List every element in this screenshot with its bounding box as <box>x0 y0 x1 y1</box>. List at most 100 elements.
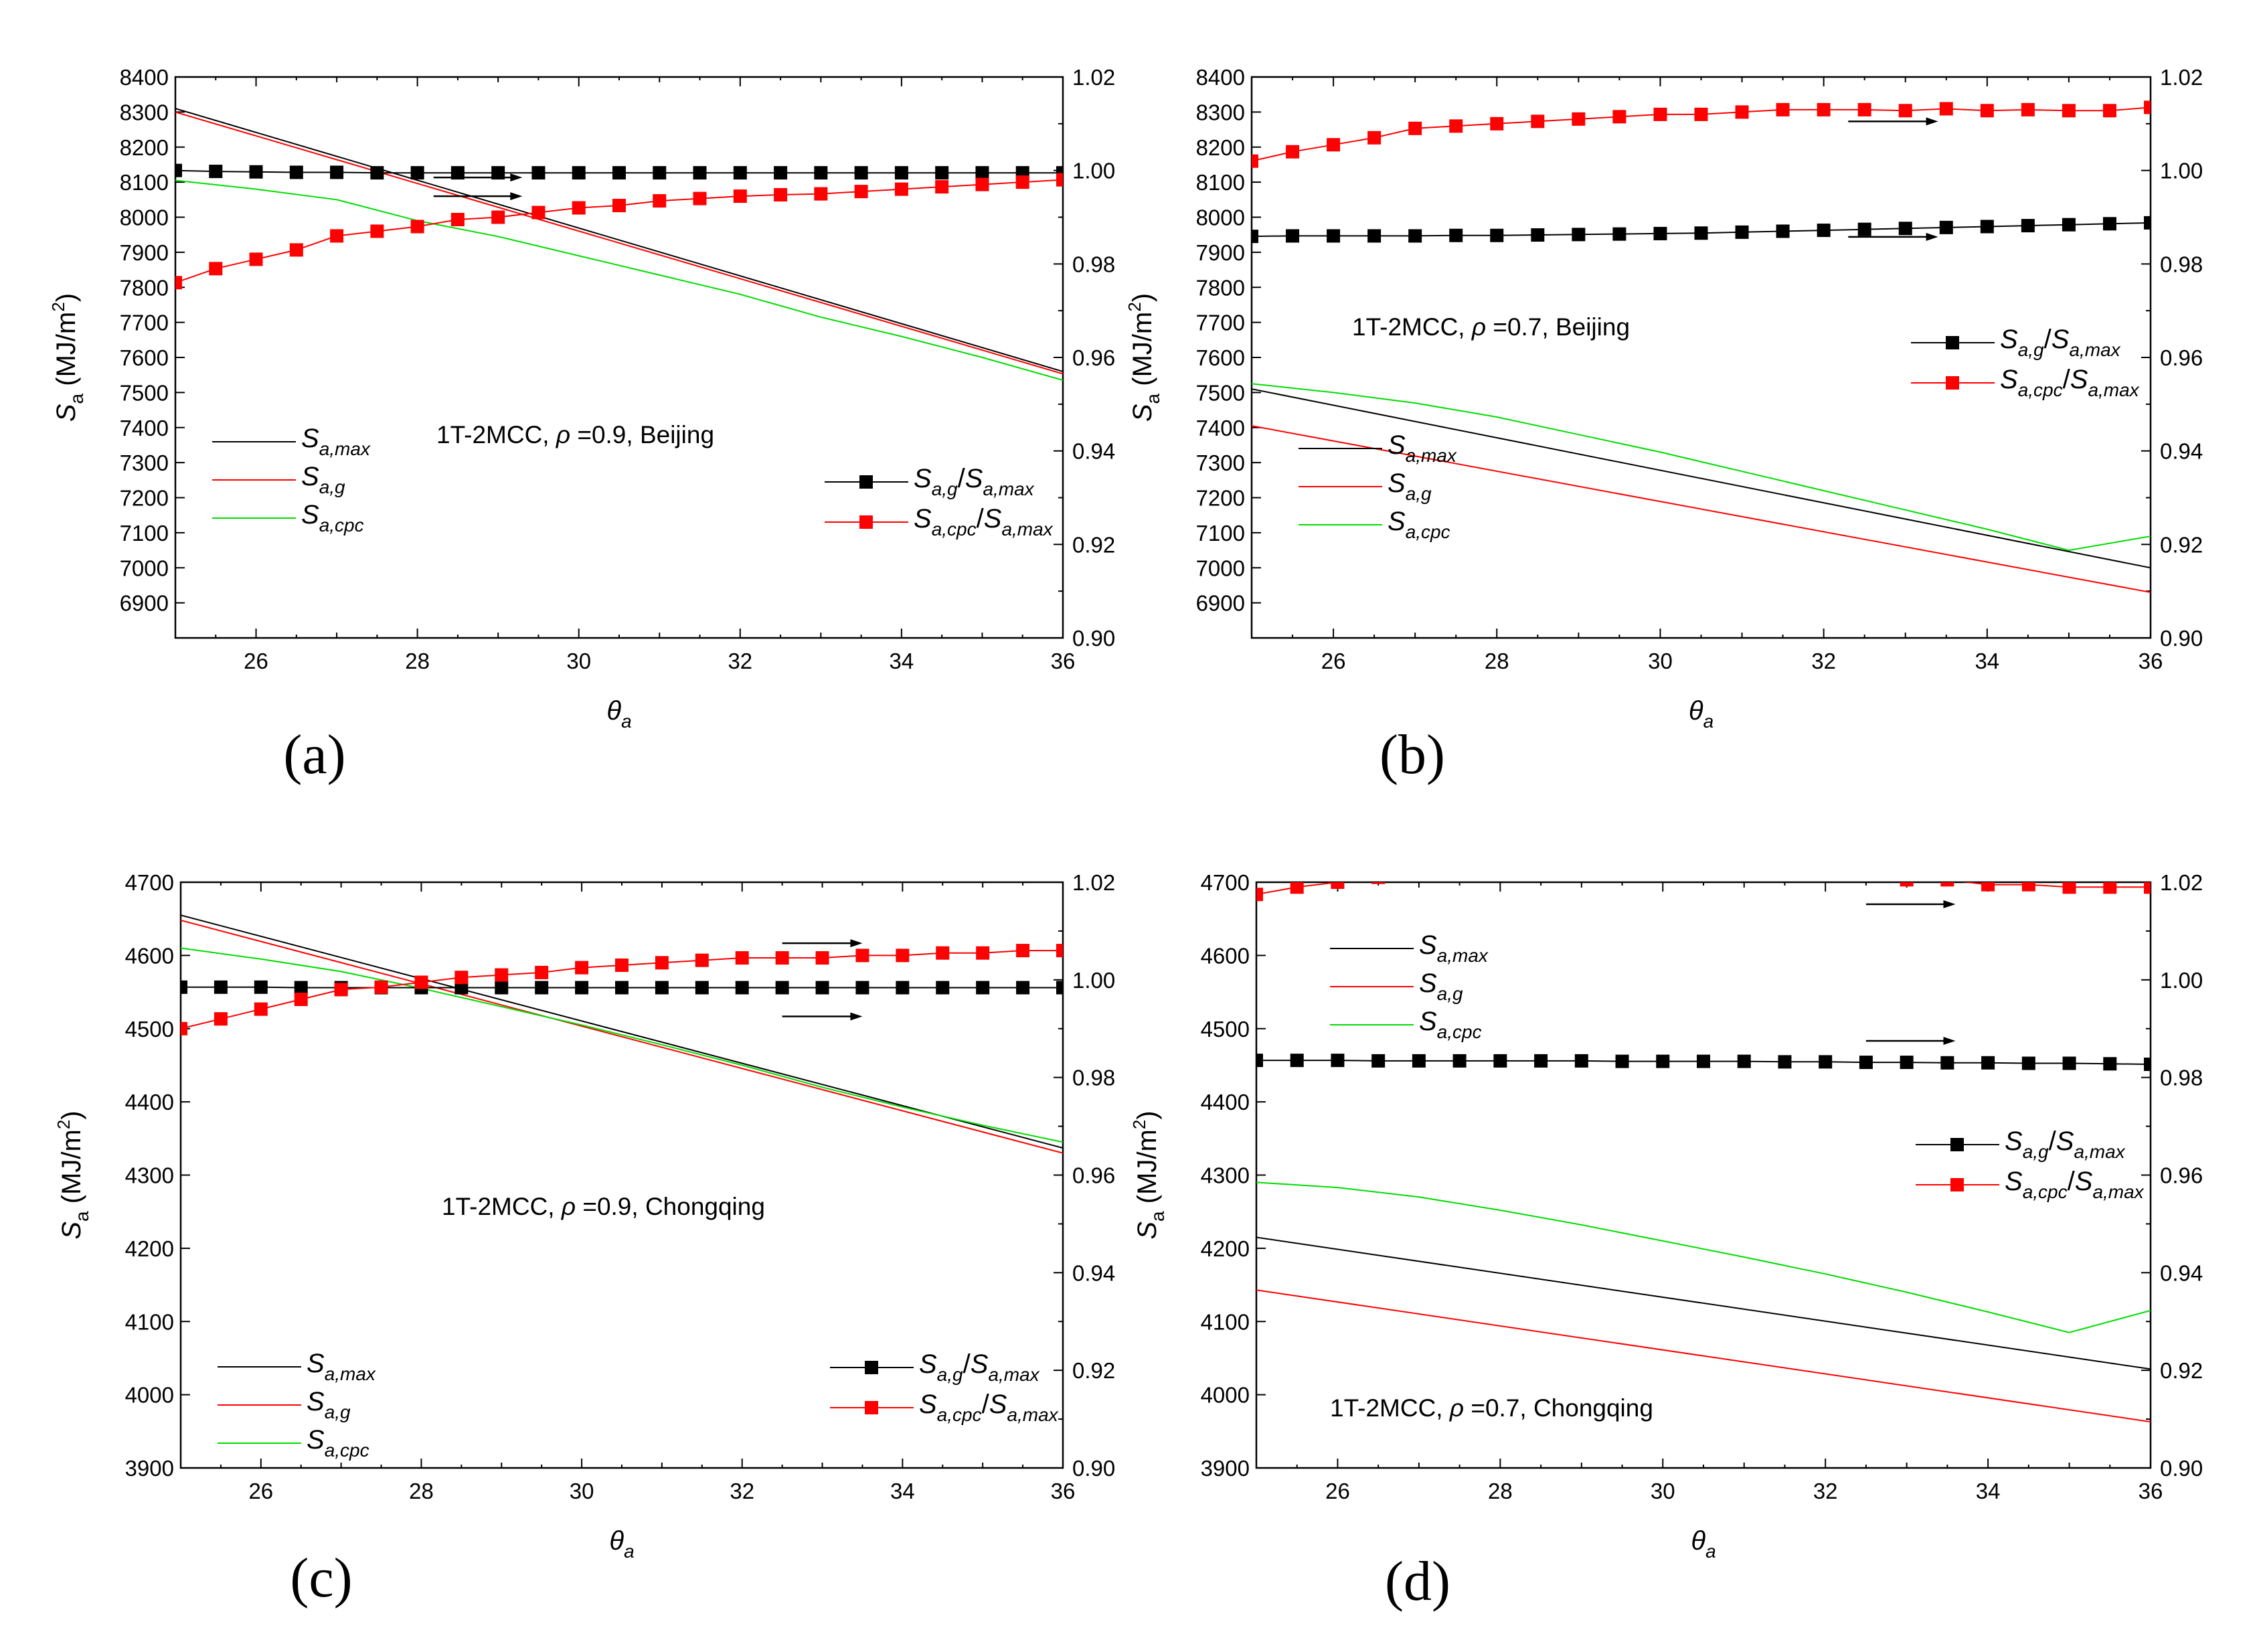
series-point-ratio-g <box>450 166 465 180</box>
series-point-ratio-cpc <box>1056 173 1063 187</box>
series-point-ratio-g <box>1016 981 1030 995</box>
series-point-ratio-cpc <box>855 948 869 963</box>
series-point-ratio-cpc <box>1898 104 1912 118</box>
series-point-ratio-g <box>2144 1057 2151 1071</box>
series-point-ratio-cpc <box>1940 882 1954 887</box>
series-point-ratio-cpc <box>693 191 707 205</box>
legend-label: Sa,cpc/Sa,max <box>919 1390 1059 1425</box>
series-point-ratio-cpc <box>330 229 344 243</box>
y-right-tick-label: 1.00 <box>1072 159 1115 183</box>
series-point-ratio-g <box>936 981 950 995</box>
series-point-ratio-cpc <box>1738 861 1751 874</box>
x-axis-label: θa <box>1691 1526 1716 1562</box>
series-point-ratio-cpc <box>1653 107 1667 121</box>
y-axis-label: Sa (MJ/m2) <box>54 1110 92 1239</box>
legend-marker <box>859 515 873 529</box>
series-point-ratio-cpc <box>1980 104 1994 118</box>
y-left-tick-label: 7600 <box>1196 345 1245 370</box>
series-point-ratio-g <box>454 981 469 995</box>
y-left-tick-label: 7500 <box>1196 380 1245 405</box>
series-point-ratio-g <box>491 166 505 180</box>
series-point-ratio-cpc <box>531 205 546 220</box>
series-point-ratio-cpc <box>214 1012 228 1026</box>
series-point-ratio-g <box>572 166 586 180</box>
series-point-ratio-g <box>1859 1056 1873 1070</box>
y-left-tick-label: 8200 <box>1196 135 1245 160</box>
series-point-ratio-g <box>2144 216 2151 230</box>
series-point-ratio-cpc <box>181 1021 187 1036</box>
y-left-tick-label: 4400 <box>125 1090 174 1114</box>
series-point-ratio-g <box>1286 229 1300 243</box>
x-tick-label: 36 <box>1051 1479 1076 1503</box>
y-right-tick-label: 1.00 <box>2160 159 2203 183</box>
series-point-ratio-g <box>854 166 868 180</box>
series-point-ratio-cpc <box>1534 861 1548 874</box>
series-point-ratio-cpc <box>1697 863 1710 877</box>
series-point-ratio-cpc <box>1490 116 1504 131</box>
legend-label: Sa,cpc/Sa,max <box>914 504 1054 540</box>
x-tick-label: 32 <box>1811 649 1836 673</box>
x-tick-label: 36 <box>1051 649 1076 673</box>
series-point-ratio-cpc <box>1367 131 1382 145</box>
x-tick-label: 36 <box>2139 1479 2163 1503</box>
y-left-tick-label: 7300 <box>1196 450 1245 475</box>
axis-arrow-head <box>850 1012 863 1021</box>
series-point-ratio-cpc <box>294 993 308 1006</box>
y-right-tick-label: 0.96 <box>2160 1163 2203 1188</box>
series-point-ratio-cpc <box>1656 861 1669 874</box>
series-point-ratio-cpc <box>2144 882 2151 894</box>
y-left-tick-label: 4600 <box>1201 943 1250 968</box>
legend-label: Sa,cpc/Sa,max <box>2005 1167 2145 1202</box>
y-left-tick-label: 8300 <box>1196 100 1245 125</box>
series-point-ratio-g <box>1371 1054 1386 1068</box>
series-point-ratio-cpc <box>1817 102 1831 116</box>
series-point-ratio-g <box>1327 229 1341 243</box>
series-point-ratio-g <box>249 165 263 179</box>
legend-label: Sa,g/Sa,max <box>2000 325 2121 360</box>
y-right-tick-label: 0.92 <box>1072 532 1115 557</box>
series-line-sa-cpc <box>1256 1181 2151 1333</box>
series-point-ratio-g <box>410 166 424 180</box>
y-right-tick-label: 0.92 <box>2160 532 2203 557</box>
y-left-tick-label: 6900 <box>120 591 169 616</box>
plot-area <box>175 108 1063 381</box>
series-point-ratio-g <box>294 981 308 995</box>
series-point-ratio-cpc <box>1252 154 1258 168</box>
series-point-ratio-cpc <box>2103 882 2117 894</box>
legend-label: Sa,cpc <box>1388 507 1450 542</box>
series-point-ratio-g <box>653 166 667 180</box>
legend-marker <box>1946 336 1959 349</box>
series-point-ratio-cpc <box>334 983 348 997</box>
legend-marker <box>859 475 873 489</box>
y-left-tick-label: 6900 <box>1196 591 1245 616</box>
y-left-tick-label: 7400 <box>1196 416 1245 440</box>
y-axis-label: Sa (MJ/m2) <box>1124 293 1163 422</box>
legend-label: Sa,g <box>307 1387 351 1422</box>
series-point-ratio-g <box>775 981 789 995</box>
series-point-ratio-cpc <box>1572 112 1586 126</box>
series-point-ratio-cpc <box>653 194 667 208</box>
series-point-ratio-cpc <box>735 951 749 965</box>
series-point-ratio-g <box>1778 1055 1792 1069</box>
series-point-ratio-cpc <box>1412 865 1426 879</box>
y-left-tick-label: 4100 <box>125 1309 174 1334</box>
x-tick-label: 32 <box>728 649 752 673</box>
series-point-ratio-g <box>1056 166 1063 180</box>
series-point-ratio-g <box>1252 230 1258 244</box>
series-point-ratio-g <box>1452 1054 1467 1068</box>
y-axis-label: Sa (MJ/m2) <box>48 293 87 422</box>
series-point-ratio-g <box>976 981 990 995</box>
series-point-ratio-g <box>693 166 707 180</box>
series-point-ratio-cpc <box>450 212 465 226</box>
y-left-tick-label: 8000 <box>120 205 169 230</box>
x-tick-label: 34 <box>890 649 914 673</box>
series-point-ratio-g <box>1056 981 1063 995</box>
series-point-ratio-g <box>1612 227 1626 241</box>
series-point-ratio-g <box>733 166 747 180</box>
y-left-tick-label: 7100 <box>120 521 169 546</box>
series-point-ratio-g <box>1981 1056 1995 1070</box>
y-left-tick-label: 7400 <box>120 416 169 440</box>
series-point-ratio-g <box>1256 1054 1263 1068</box>
series-point-ratio-g <box>814 166 828 180</box>
series-line-sa-cpc <box>175 179 1063 381</box>
